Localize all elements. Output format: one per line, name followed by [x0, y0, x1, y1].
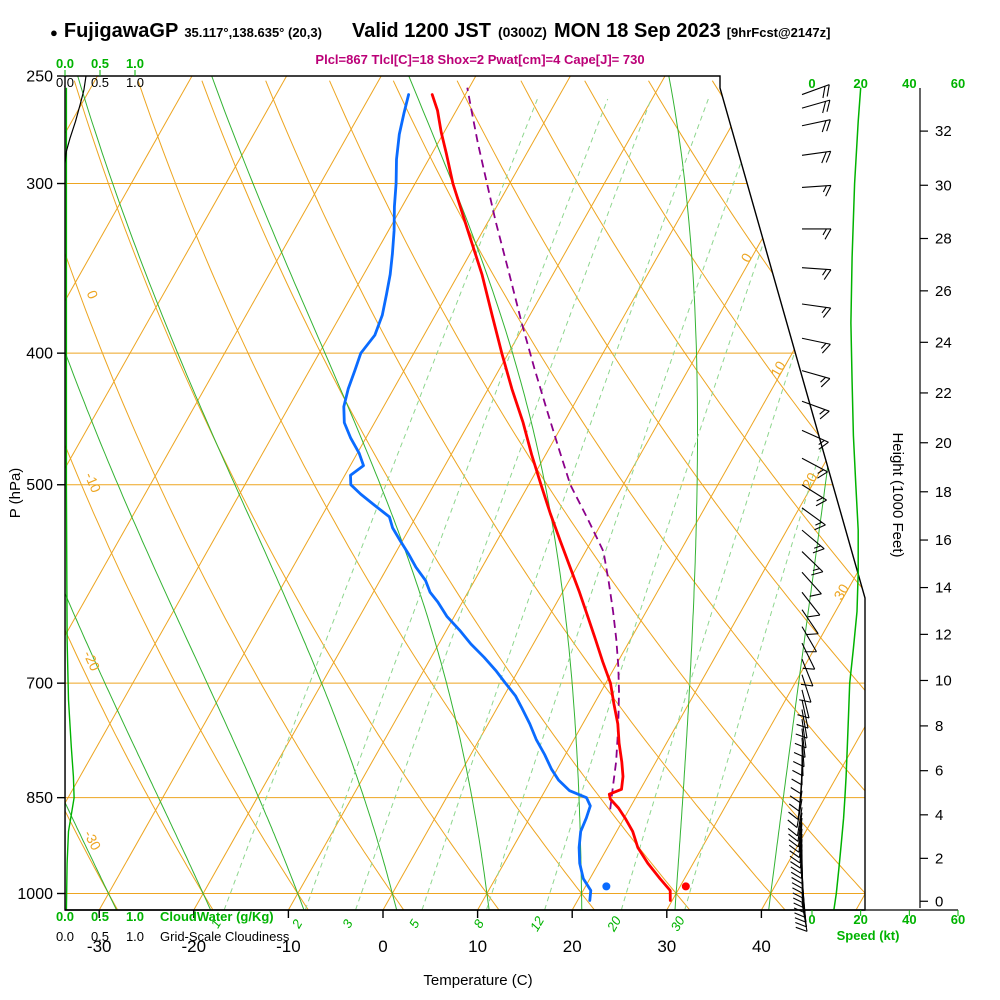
isobar-lines [65, 183, 865, 894]
speed-tick-label-bottom: 20 [853, 912, 867, 927]
height-axis-title: Height (1000 Feet) [889, 432, 906, 557]
mixing-ratio-label: 5 [406, 916, 423, 930]
cloudiness-tick-label-bottom: 1.0 [126, 929, 144, 944]
cloudiness-axis-title: Grid-Scale Cloudiness [160, 929, 290, 944]
temperature-tick-label: -20 [182, 937, 207, 956]
chart-title: ● FujigawaGP 35.117°,138.635° (20,3) Val… [50, 20, 830, 43]
cloudwater-tick-label-top: 0.0 [56, 56, 74, 71]
moist-adiabat-lines [65, 76, 865, 910]
station-name: FujigawaGP [63, 20, 179, 42]
temperature-curve [430, 93, 672, 902]
height-tick-label: 20 [935, 435, 952, 452]
mixing-ratio-lines [223, 98, 865, 910]
speed-axis-title: Speed (kt) [837, 928, 900, 943]
height-tick-label: 28 [935, 231, 952, 248]
height-tick-label: 16 [935, 532, 952, 549]
stability-indices: Plcl=867 Tlcl[C]=18 Shox=2 Pwat[cm]=4 Ca… [315, 52, 645, 67]
background-grid [65, 76, 865, 910]
isotherm-label: 0 [737, 250, 755, 265]
pressure-tick-label: 850 [26, 790, 53, 807]
dewpoint-surface-dot [602, 882, 611, 891]
cloudwater-tick-label-top: 0.5 [91, 56, 109, 71]
pressure-tick-label: 400 [26, 346, 53, 363]
dewpoint-curve [342, 93, 593, 902]
temperature-tick-label: 40 [752, 937, 771, 956]
temperature-surface-dot [681, 882, 690, 891]
pressure-tick-label: 1000 [17, 886, 53, 903]
height-tick-label: 30 [935, 177, 952, 194]
isotherm-label: 10 [767, 358, 789, 380]
speed-tick-label-top: 20 [853, 76, 867, 91]
sounding-profiles [342, 87, 690, 902]
cloudwater-tick-label-top: 1.0 [126, 56, 144, 71]
wind-speed-profile [833, 87, 862, 910]
cloudiness-tick-label-bottom: 0.5 [91, 929, 109, 944]
mixing-ratio-label: 30 [667, 913, 688, 934]
station-marker: ● [50, 25, 58, 40]
isotherm-label: 30 [830, 581, 852, 603]
dry-adiabat-lines [65, 80, 865, 910]
height-tick-label: 10 [935, 672, 952, 689]
height-tick-label: 2 [935, 850, 943, 867]
mixing-ratio-label: 12 [527, 913, 548, 934]
pressure-axis-title: P (hPa) [7, 468, 24, 519]
cloudiness-tick-label-bottom: 0.0 [56, 929, 74, 944]
cloudiness-tick-label-top: 0.0 [56, 75, 74, 90]
zulu-time: (0300Z) [497, 24, 547, 40]
temperature-tick-label: 10 [468, 937, 487, 956]
temperature-axis-title: Temperature (C) [423, 972, 532, 989]
pressure-tick-label: 500 [26, 477, 53, 494]
parcel-curve [466, 87, 620, 810]
cloudwater-tick-label-bottom: 1.0 [126, 909, 144, 924]
height-tick-label: 26 [935, 283, 952, 300]
station-coords: 35.117°,138.635° (20,3) [184, 25, 322, 40]
speed-tick-label-top: 0 [808, 76, 815, 91]
mixing-ratio-label: 2 [288, 916, 305, 931]
cloud-water-curve [65, 87, 75, 910]
speed-tick-label-bottom: 40 [902, 912, 916, 927]
cloudwater-tick-label-bottom: 0.5 [91, 909, 109, 924]
height-tick-label: 0 [935, 893, 943, 910]
height-tick-label: 18 [935, 484, 952, 501]
speed-tick-label-top: 40 [902, 76, 916, 91]
height-tick-label: 22 [935, 385, 952, 402]
height-tick-label: 24 [935, 334, 952, 351]
temperature-tick-label: -30 [87, 937, 112, 956]
speed-tick-label-bottom: 60 [951, 912, 965, 927]
mixing-ratio-label: 8 [470, 916, 487, 930]
mixing-ratio-label: 20 [603, 913, 624, 935]
dry-adiabat-label: -20 [80, 648, 103, 673]
forecast-offset: [9hrFcst@2147z] [726, 25, 831, 40]
isotherm-label: 20 [799, 470, 821, 492]
cloudiness-tick-label-top: 1.0 [126, 75, 144, 90]
pressure-tick-label: 700 [26, 676, 53, 693]
speed-tick-label-top: 60 [951, 76, 965, 91]
pressure-tick-label: 250 [26, 69, 53, 86]
height-tick-label: 14 [935, 580, 952, 597]
height-tick-label: 12 [935, 626, 952, 643]
height-tick-label: 6 [935, 763, 943, 780]
plot-border [64, 75, 866, 911]
dry-adiabat-label: 0 [84, 288, 102, 301]
height-tick-label: 32 [935, 123, 952, 140]
cloudwater-tick-label-bottom: 0.0 [56, 909, 74, 924]
cloudiness-tick-label-top: 0.5 [91, 75, 109, 90]
temperature-tick-label: 20 [563, 937, 582, 956]
valid-time: Valid 1200 JST [351, 20, 491, 42]
valid-date: MON 18 Sep 2023 [553, 20, 721, 42]
temperature-tick-label: -10 [276, 937, 301, 956]
height-tick-label: 8 [935, 718, 943, 735]
temperature-tick-label: 30 [657, 937, 676, 956]
pressure-tick-label: 300 [26, 176, 53, 193]
dry-adiabat-label: -10 [82, 470, 105, 495]
temperature-tick-label: 0 [378, 937, 387, 956]
speed-tick-label-bottom: 0 [808, 912, 815, 927]
height-tick-label: 4 [935, 807, 943, 824]
isotherm-lines [65, 76, 865, 910]
wind-barbs [787, 84, 832, 932]
cloudwater-axis-title: CloudWater (g/Kg) [160, 909, 274, 924]
mixing-ratio-label: 3 [339, 916, 356, 930]
